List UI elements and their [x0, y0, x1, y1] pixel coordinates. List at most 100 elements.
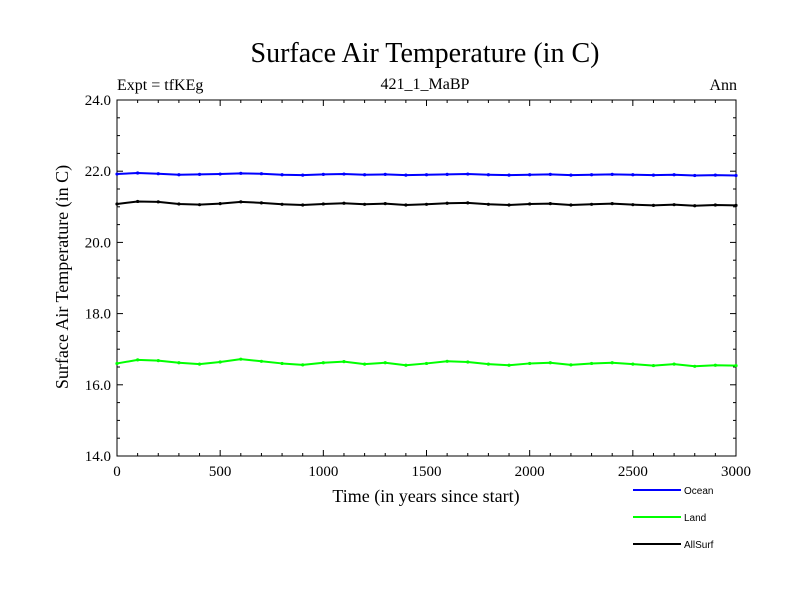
series-point-ocean: [734, 173, 738, 178]
series-point-land: [589, 361, 594, 366]
series-point-allsurf: [115, 202, 119, 206]
y-axis-label: Surface Air Temperature (in C): [52, 165, 73, 389]
series-point-ocean: [610, 172, 614, 177]
series-point-land: [569, 363, 573, 367]
series-point-land: [136, 358, 140, 362]
experiment-label: Expt = tfKEg: [117, 77, 203, 94]
series-point-land: [259, 359, 264, 363]
series-point-land: [651, 363, 656, 368]
y-tick-label: 20.0: [85, 235, 111, 251]
series-point-allsurf: [197, 203, 202, 207]
series-point-land: [548, 361, 552, 365]
series-point-land: [631, 362, 635, 366]
series-point-ocean: [589, 173, 594, 177]
series-point-allsurf: [239, 200, 243, 204]
series-point-allsurf: [651, 203, 656, 207]
series-point-allsurf: [342, 201, 346, 205]
series-point-land: [197, 362, 202, 366]
series-point-ocean: [713, 173, 717, 177]
series-point-ocean: [136, 171, 140, 175]
series-point-ocean: [383, 172, 387, 177]
series-point-land: [466, 360, 470, 364]
series-point-land: [672, 362, 676, 366]
y-tick-label: 24.0: [85, 93, 111, 109]
series-point-allsurf: [259, 201, 264, 205]
series-point-ocean: [342, 172, 346, 176]
series-point-ocean: [404, 173, 408, 177]
y-tick-label: 16.0: [85, 378, 111, 394]
chart-subtitle: 421_1_MaBP: [381, 76, 470, 93]
series-point-land: [404, 363, 408, 367]
series-point-ocean: [239, 171, 243, 175]
series-point-ocean: [301, 173, 305, 177]
series-point-ocean: [363, 173, 367, 177]
series-point-ocean: [259, 172, 264, 176]
x-tick-label: 1000: [308, 464, 338, 480]
series-point-allsurf: [280, 202, 284, 206]
season-label: Ann: [709, 77, 737, 94]
legend-label-land: Land: [684, 513, 706, 524]
series-point-land: [156, 358, 160, 363]
series-point-allsurf: [445, 201, 449, 205]
series-point-land: [321, 361, 325, 365]
series-point-ocean: [177, 173, 181, 177]
series-point-ocean: [321, 172, 325, 177]
series-point-ocean: [197, 172, 202, 177]
series-point-land: [301, 363, 305, 367]
legend-label-allsurf: AllSurf: [684, 540, 714, 551]
series-point-land: [693, 364, 697, 368]
series-point-ocean: [445, 172, 449, 177]
series-point-allsurf: [589, 202, 594, 206]
series-point-allsurf: [218, 201, 222, 206]
y-tick-label: 22.0: [85, 164, 111, 180]
series-point-ocean: [672, 173, 676, 177]
y-tick-label: 18.0: [85, 307, 111, 323]
series-point-allsurf: [363, 202, 367, 206]
series-point-ocean: [693, 173, 697, 178]
series-point-ocean: [631, 173, 635, 177]
series-point-ocean: [651, 173, 656, 177]
y-tick-label: 14.0: [85, 449, 111, 465]
series-point-land: [342, 360, 346, 364]
x-tick-label: 500: [209, 464, 232, 480]
series-point-allsurf: [424, 202, 429, 206]
series-point-ocean: [569, 173, 573, 177]
series-point-land: [239, 357, 243, 361]
series-point-ocean: [548, 172, 552, 177]
series-point-ocean: [507, 173, 511, 177]
series-point-allsurf: [631, 203, 635, 207]
series-point-land: [528, 361, 532, 366]
series-point-allsurf: [693, 204, 697, 208]
series-point-land: [445, 359, 449, 363]
series-point-allsurf: [177, 202, 181, 206]
series-point-allsurf: [486, 202, 490, 206]
series-point-land: [424, 361, 429, 366]
series-point-ocean: [528, 173, 532, 177]
series-point-allsurf: [569, 203, 573, 207]
series-point-ocean: [486, 173, 490, 177]
x-ticks: 0 500 1000 1500 2000 2500 3000: [113, 100, 751, 480]
legend-label-ocean: Ocean: [684, 486, 713, 497]
series-layer: [115, 171, 738, 368]
series-point-allsurf: [610, 201, 614, 206]
series-point-land: [177, 361, 181, 365]
series-point-allsurf: [156, 200, 160, 204]
series-point-ocean: [156, 172, 160, 176]
series-point-allsurf: [713, 203, 717, 207]
x-axis-label: Time (in years since start): [332, 486, 519, 507]
series-point-ocean: [115, 172, 119, 176]
series-point-allsurf: [466, 201, 470, 205]
series-point-ocean: [218, 172, 222, 176]
x-tick-label: 1500: [412, 464, 442, 480]
series-point-allsurf: [734, 203, 738, 207]
legend: Ocean Land AllSurf: [633, 486, 714, 551]
series-point-land: [734, 363, 738, 368]
series-point-allsurf: [528, 202, 532, 206]
series-point-ocean: [424, 173, 429, 177]
series-point-allsurf: [548, 201, 552, 206]
series-point-allsurf: [321, 202, 325, 206]
x-tick-label: 2000: [515, 464, 545, 480]
series-point-allsurf: [404, 203, 408, 207]
series-point-land: [363, 362, 367, 366]
